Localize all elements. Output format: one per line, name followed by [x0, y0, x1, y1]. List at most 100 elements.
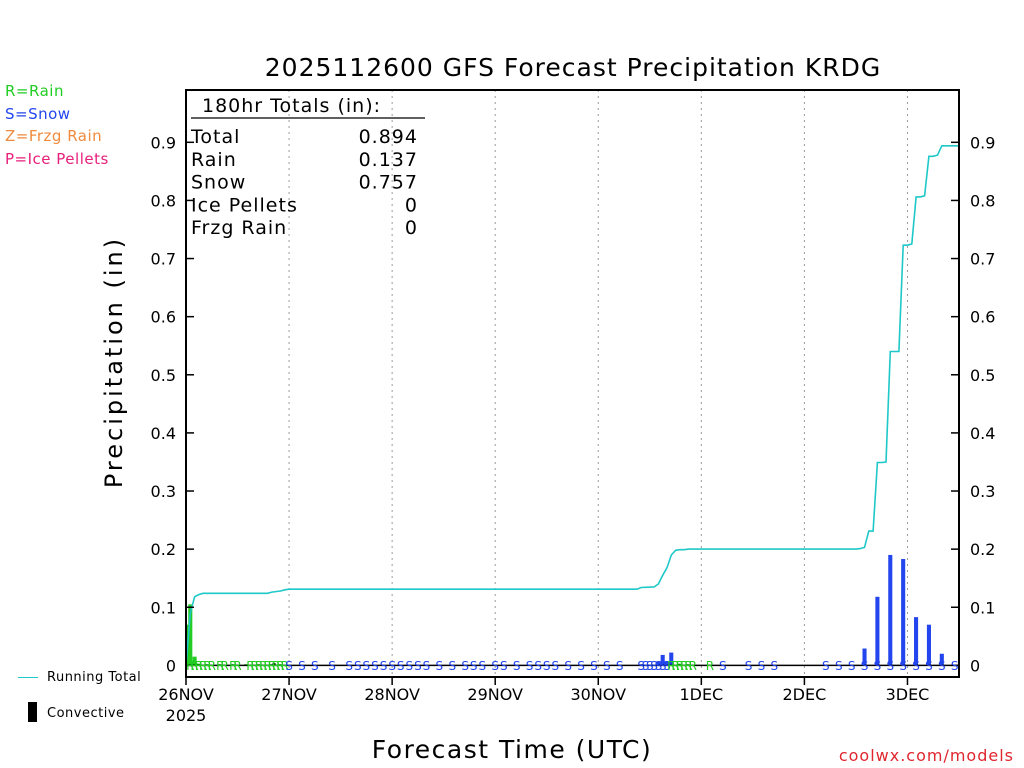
snow-bar — [926, 624, 931, 666]
vertical-gridlines — [288, 90, 908, 677]
ptype-marker-S: S — [526, 659, 534, 673]
ptype-marker-S: S — [577, 659, 585, 673]
ptype-marker-S: S — [436, 659, 444, 673]
ptype-marker-S: S — [470, 659, 478, 673]
ptype-marker-R: R — [276, 659, 284, 673]
ptype-marker-S: S — [848, 659, 856, 673]
ptype-marker-S: S — [380, 659, 388, 673]
ptype-marker-S: S — [354, 659, 362, 673]
ptype-marker-S: S — [298, 659, 306, 673]
running-total-group — [185, 145, 959, 666]
x-tick-label: 2DEC — [783, 685, 827, 704]
ptype-marker-R: R — [671, 659, 679, 673]
x-tick-label: 28NOV — [364, 685, 420, 704]
ptype-marker-S: S — [663, 659, 671, 673]
ptype-marker-S: S — [371, 659, 379, 673]
totals-row-label: Frzg Rain — [191, 217, 287, 239]
ptype-marker-S: S — [637, 659, 645, 673]
ptype-marker-S: S — [719, 659, 727, 673]
ptype-marker-R: R — [255, 659, 263, 673]
ptype-marker-R: R — [216, 659, 224, 673]
ptype-marker-S: S — [912, 659, 920, 673]
totals-row-value: 0.894 — [359, 126, 418, 148]
y-tick-label-left: 0.4 — [151, 424, 176, 443]
ptype-marker-S: S — [328, 659, 336, 673]
snow-bar — [901, 559, 906, 666]
x-tick-label: 26NOV — [158, 685, 214, 704]
ptype-marker-R: R — [186, 659, 194, 673]
rain-bar — [196, 663, 201, 666]
ptype-marker-S: S — [886, 659, 894, 673]
precip-bars — [186, 554, 944, 666]
ptype-marker-R: R — [208, 659, 216, 673]
totals-row-label: Total — [190, 126, 240, 148]
y-tick-label-left: 0.2 — [151, 540, 176, 559]
ptype-marker-S: S — [448, 659, 456, 673]
ptype-marker-R: R — [680, 659, 688, 673]
y-tick-label-left: 0.9 — [151, 133, 176, 152]
ptype-marker-S: S — [822, 659, 830, 673]
ptype-marker-S: S — [311, 659, 319, 673]
ptype-marker-R: R — [199, 659, 207, 673]
ptype-marker-S: S — [745, 659, 753, 673]
ptype-marker-S: S — [861, 659, 869, 673]
totals-row-label: Ice Pellets — [191, 194, 298, 216]
totals-box: 180hr Totals (in): Total 0.894 Rain 0.137 Sno… — [190, 95, 425, 239]
y-tick-label-right: 0.8 — [970, 191, 995, 210]
ptype-marker-S: S — [345, 659, 353, 673]
ptype-marker-S: S — [479, 659, 487, 673]
y-tick-label-right: 0.2 — [970, 540, 995, 559]
y-axis-right: 0 0.1 0.2 0.3 0.4 0.5 0.6 0.7 0.8 0.9 — [951, 133, 995, 675]
y-tick-label-right: 0.7 — [970, 250, 995, 269]
y-tick-label-right: 0.6 — [970, 308, 995, 327]
y-tick-label-left: 0.5 — [151, 366, 176, 385]
ptype-marker-S: S — [616, 659, 624, 673]
x-tick-label: 1DEC — [679, 685, 723, 704]
legend-frzg-rain: Z=Frzg Rain — [5, 127, 103, 145]
x-tick-label: 3DEC — [886, 685, 930, 704]
ptype-marker-R: R — [195, 659, 203, 673]
totals-row-label: Rain — [191, 149, 237, 171]
ptype-marker-S: S — [461, 659, 469, 673]
ptype-marker-S: S — [655, 659, 663, 673]
ptype-marker-S: S — [758, 659, 766, 673]
ptype-marker-R: R — [268, 659, 276, 673]
ptype-marker-R: R — [667, 659, 675, 673]
ptype-marker-R: R — [706, 659, 714, 673]
ptype-marker-S: S — [363, 659, 371, 673]
ptype-marker-S: S — [874, 659, 882, 673]
x-tick-label: 27NOV — [261, 685, 317, 704]
ptype-marker-S: S — [590, 659, 598, 673]
y-tick-label-left: 0.1 — [151, 598, 176, 617]
ptype-marker-S: S — [951, 659, 959, 673]
y-tick-label-right: 0.5 — [970, 366, 995, 385]
ptype-marker-S: S — [771, 659, 779, 673]
snow-bar — [664, 661, 670, 666]
ptype-marker-S: S — [285, 659, 293, 673]
ptype-marker-R: R — [190, 659, 198, 673]
ptype-marker-S: S — [938, 659, 946, 673]
y-tick-label-left: 0 — [166, 656, 176, 675]
chart-title: 2025112600 GFS Forecast Precipitation KR… — [265, 53, 881, 82]
running-total-key-label: Running Total — [47, 670, 142, 685]
snow-bar — [669, 652, 674, 666]
y-axis-label: Precipitation (in) — [100, 236, 128, 488]
y-tick-label-right: 0.4 — [970, 424, 995, 443]
ptype-marker-R: R — [229, 659, 237, 673]
totals-row-value: 0.757 — [359, 172, 418, 194]
convective-bar — [272, 663, 276, 666]
y-tick-label-right: 0 — [970, 656, 980, 675]
ptype-marker-S: S — [491, 659, 499, 673]
ptype-marker-R: R — [246, 659, 254, 673]
y-tick-label-right: 0.9 — [970, 133, 995, 152]
y-axis-left: 0 0.1 0.2 0.3 0.4 0.5 0.6 0.7 0.8 0.9 — [151, 133, 194, 675]
ptype-marker-R: R — [263, 659, 271, 673]
ptype-marker-S: S — [534, 659, 542, 673]
ptype-marker-S: S — [564, 659, 572, 673]
convective-key-swatch — [28, 702, 37, 722]
ptype-marker-S: S — [543, 659, 551, 673]
x-tick-label: 29NOV — [467, 685, 523, 704]
convective-key-label: Convective — [47, 706, 125, 721]
rain-bar — [192, 656, 197, 666]
